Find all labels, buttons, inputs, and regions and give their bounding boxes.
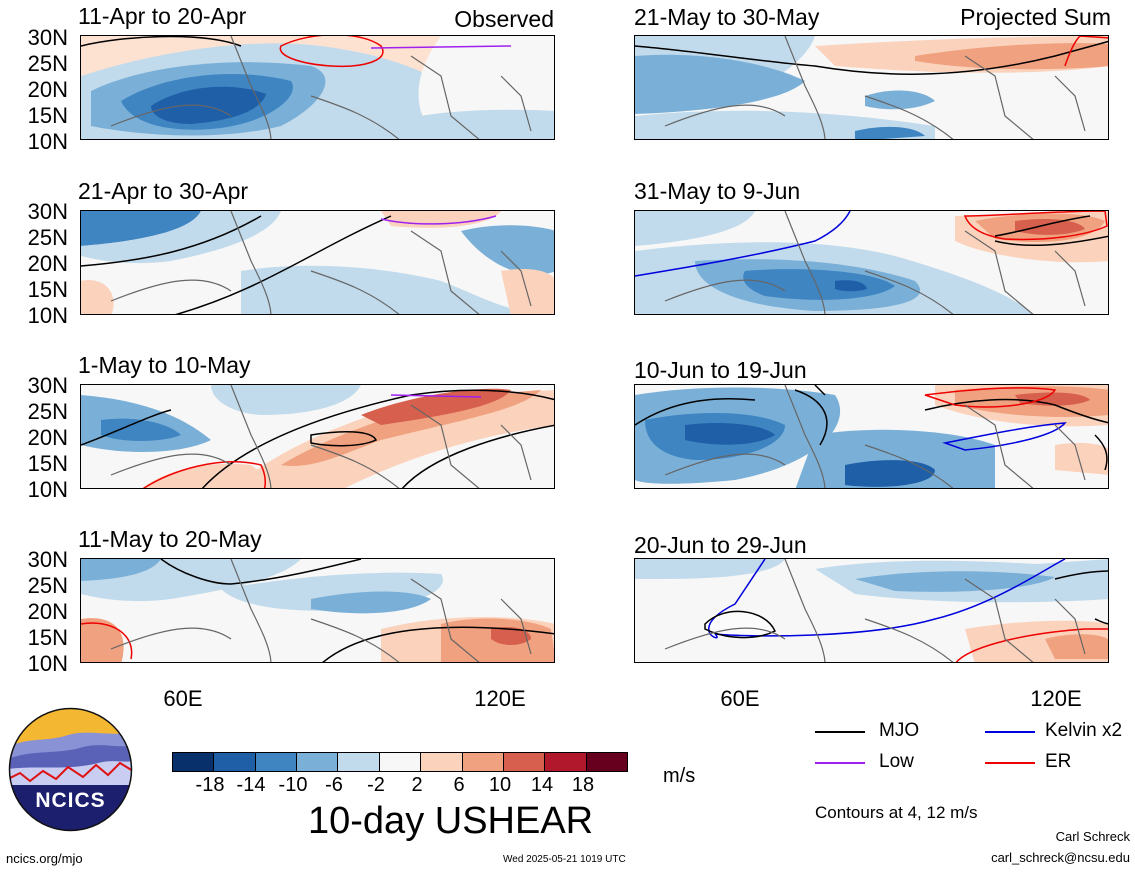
legend-label: Low xyxy=(879,751,914,772)
colorbar-tick: 6 xyxy=(453,774,465,796)
lat-tick: 25N xyxy=(27,399,68,424)
legend-swatch-low xyxy=(815,762,865,764)
colorbar-swatch xyxy=(502,753,545,771)
legend-label: Kelvin x2 xyxy=(1045,720,1123,741)
map-panel-obs-1 xyxy=(80,35,555,140)
lat-tick: 25N xyxy=(27,51,68,76)
lat-tick: 30N xyxy=(27,547,68,572)
lat-tick: 30N xyxy=(27,25,68,50)
lon-tick: 120E xyxy=(474,686,526,711)
lon-tick: 60E xyxy=(720,686,760,711)
lat-tick: 10N xyxy=(27,129,68,154)
colorbar-units: m/s xyxy=(663,765,696,787)
colorbar-labels: -18 -14 -10 -6 -2 2 6 10 14 18 xyxy=(172,774,632,800)
colorbar-tick: -14 xyxy=(236,774,266,796)
lat-tick: 30N xyxy=(27,373,68,398)
lat-tick: 10N xyxy=(27,651,68,676)
colorbar-swatch xyxy=(378,753,421,771)
colorbar-tick: -18 xyxy=(195,774,225,796)
map-panel-obs-4 xyxy=(80,558,555,663)
colorbar-tick: -10 xyxy=(278,774,308,796)
projected-header: Projected Sum xyxy=(960,4,1111,30)
legend-label: MJO xyxy=(879,720,920,741)
lat-tick: 15N xyxy=(27,277,68,302)
colorbar-swatch xyxy=(544,753,586,771)
panel-title: 11-Apr to 20-Apr xyxy=(78,3,247,29)
lat-tick: 20N xyxy=(27,77,68,102)
legend: MJO Kelvin x2 Low ER xyxy=(815,720,1135,780)
colorbar-swatch xyxy=(461,753,503,771)
lat-tick: 20N xyxy=(27,425,68,450)
footer-email[interactable]: carl_schreck@ncsu.edu xyxy=(991,850,1130,865)
colorbar-tick: 18 xyxy=(571,774,595,796)
map-panel-obs-2 xyxy=(80,210,555,315)
colorbar-tick: -6 xyxy=(325,774,343,796)
lon-tick: 60E xyxy=(163,686,203,711)
colorbar-swatch xyxy=(213,753,255,771)
lat-tick: 20N xyxy=(27,599,68,624)
map-panel-proj-1 xyxy=(634,35,1109,140)
footer-url[interactable]: ncics.org/mjo xyxy=(6,851,83,866)
colorbar-tick: 10 xyxy=(488,774,512,796)
panel-title: 20-Jun to 29-Jun xyxy=(634,532,807,558)
footer-timestamp: Wed 2025-05-21 1019 UTC xyxy=(503,854,626,865)
colorbar-swatch xyxy=(337,753,379,771)
legend-swatch-er xyxy=(985,762,1035,764)
map-panel-proj-2 xyxy=(634,210,1109,315)
colorbar xyxy=(172,752,628,772)
lat-tick: 15N xyxy=(27,625,68,650)
colorbar-tick: -2 xyxy=(367,774,385,796)
map-panel-proj-4 xyxy=(634,558,1109,663)
contours-note: Contours at 4, 12 m/s xyxy=(815,803,978,822)
colorbar-swatch xyxy=(254,753,297,771)
panel-title: 1-May to 10-May xyxy=(78,352,251,378)
lat-tick: 10N xyxy=(27,303,68,328)
observed-header: Observed xyxy=(454,6,554,32)
lat-tick: 25N xyxy=(27,225,68,250)
lat-tick: 30N xyxy=(27,199,68,224)
lat-tick: 20N xyxy=(27,251,68,276)
footer-author: Carl Schreck xyxy=(1055,829,1130,844)
lat-tick: 15N xyxy=(27,103,68,128)
colorbar-swatch xyxy=(585,753,627,771)
lat-tick: 10N xyxy=(27,477,68,502)
variable-title: 10-day USHEAR xyxy=(308,800,594,842)
map-panel-proj-3 xyxy=(634,384,1109,489)
panel-title: 11-May to 20-May xyxy=(78,526,262,552)
panel-title: 31-May to 9-Jun xyxy=(634,178,801,204)
colorbar-swatch xyxy=(296,753,338,771)
colorbar-tick: 14 xyxy=(530,774,554,796)
panel-title: 10-Jun to 19-Jun xyxy=(634,357,807,383)
panel-title: 21-May to 30-May xyxy=(634,4,820,30)
lon-tick: 120E xyxy=(1030,686,1082,711)
legend-swatch-mjo xyxy=(815,731,865,733)
map-panel-obs-3 xyxy=(80,384,555,489)
logo-text: NCICS xyxy=(35,789,106,812)
colorbar-swatch xyxy=(173,753,214,771)
lat-tick: 25N xyxy=(27,573,68,598)
colorbar-tick: 2 xyxy=(411,774,423,796)
ncics-logo: NCICS xyxy=(8,707,133,832)
legend-swatch-kelvin xyxy=(985,731,1035,733)
legend-label: ER xyxy=(1045,751,1072,772)
lat-tick: 15N xyxy=(27,451,68,476)
colorbar-swatch xyxy=(420,753,462,771)
panel-title: 21-Apr to 30-Apr xyxy=(78,178,249,204)
